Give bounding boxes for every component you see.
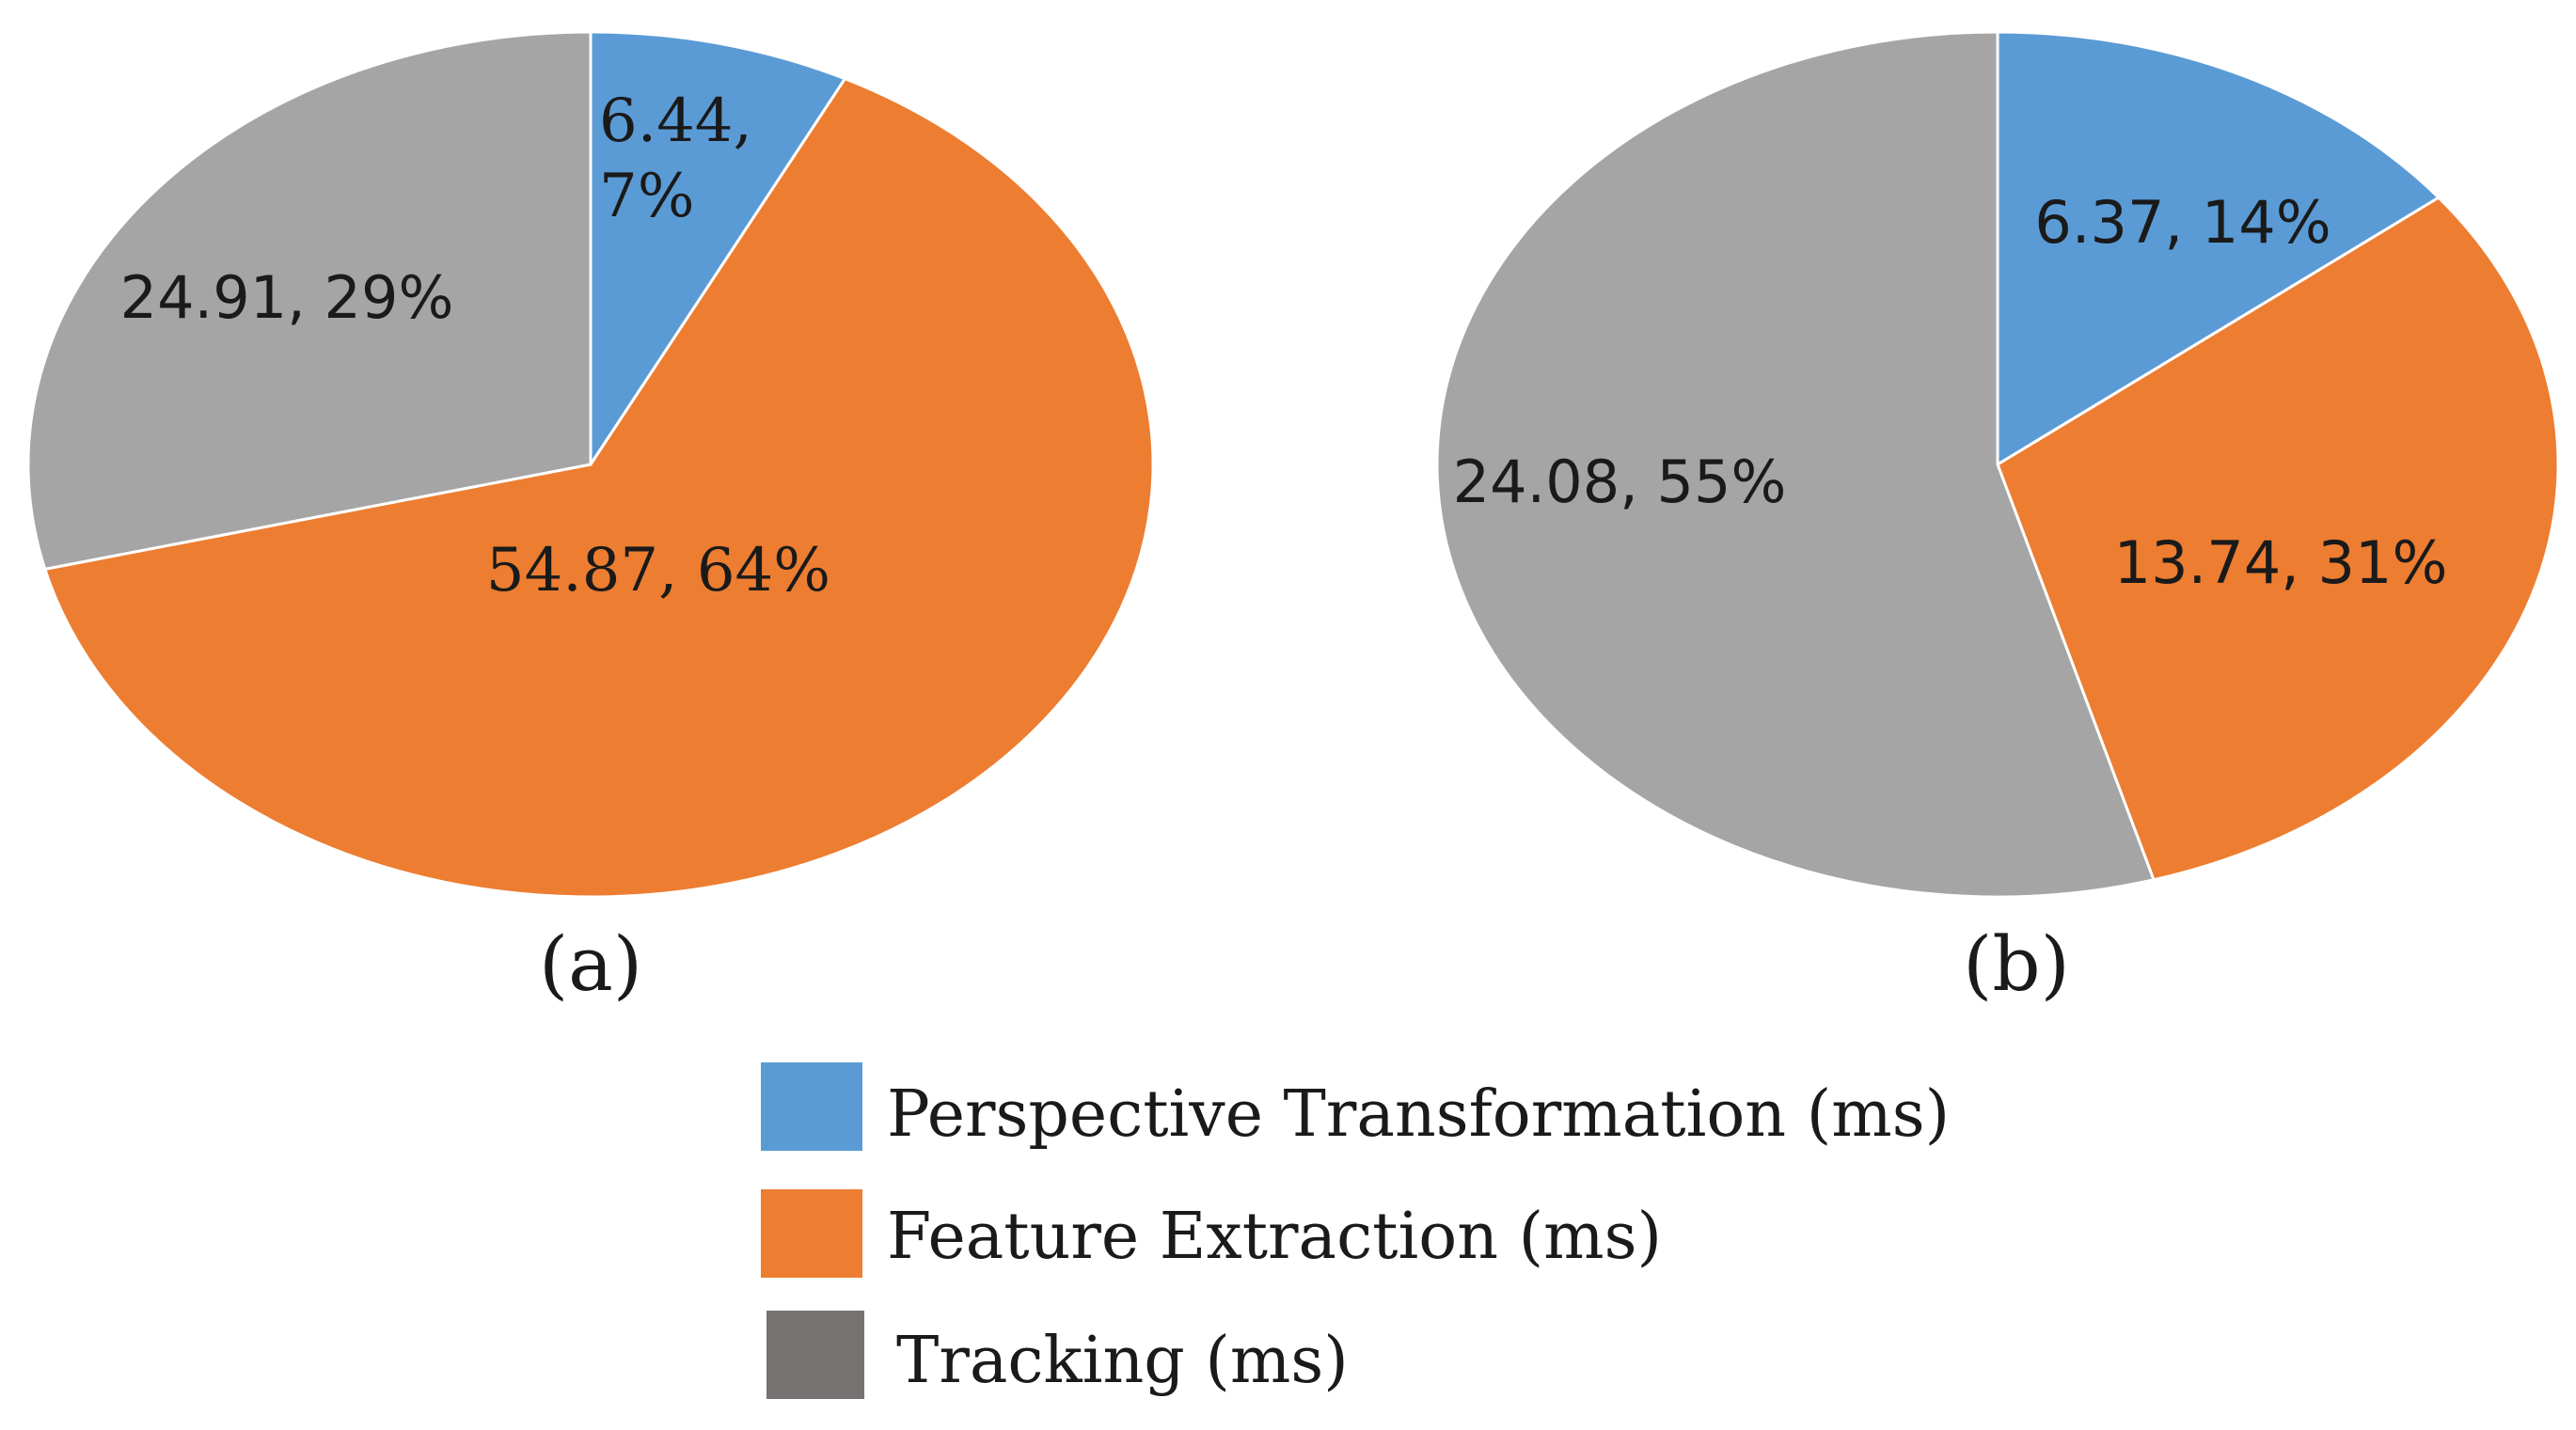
caption-a: (a) — [539, 920, 642, 1008]
pie-a-slice-feature — [42, 76, 1155, 899]
legend-swatch-feature — [761, 1189, 862, 1278]
pie-a-slice-perspective — [589, 30, 847, 470]
slice-label-line: 13.74, 31% — [2114, 528, 2448, 597]
pie-chart-b: 6.37, 14% 13.74, 31% 24.08, 55% — [1435, 30, 2560, 899]
pie-b-label-perspective: 6.37, 14% — [2034, 188, 2331, 257]
slice-label-line: 6.44, — [599, 86, 752, 156]
slice-label-line: 24.08, 55% — [1453, 448, 1787, 516]
legend-label-feature: Feature Extraction (ms) — [887, 1200, 1662, 1274]
pie-a-label-feature: 54.87, 64% — [486, 536, 830, 605]
pie-b-label-tracking: 24.08, 55% — [1453, 448, 1787, 516]
pie-chart-a: 6.44, 7% 54.87, 64% 24.91, 29% — [26, 30, 1155, 899]
pie-b-slice-feature — [1996, 196, 2560, 882]
pie-b-label-feature: 13.74, 31% — [2114, 528, 2448, 597]
legend-swatch-tracking — [766, 1311, 864, 1399]
legend-label-perspective: Perspective Transformation (ms) — [887, 1077, 1950, 1152]
pie-a-label-tracking: 24.91, 29% — [120, 263, 454, 332]
pie-a-label-perspective: 6.44, 7% — [599, 86, 752, 231]
pie-a-slice-tracking — [26, 30, 593, 572]
legend-label-tracking: Tracking (ms) — [896, 1324, 1349, 1398]
pie-b-slice-tracking — [1435, 30, 2157, 899]
caption-b: (b) — [1963, 920, 2070, 1008]
legend: Perspective Transformation (ms) Feature … — [761, 1062, 1950, 1399]
slice-label-line: 54.87, 64% — [486, 536, 830, 605]
pie-b-slice-perspective — [1996, 30, 2442, 467]
slice-label-line: 7% — [599, 162, 695, 231]
slice-label-line: 6.37, 14% — [2034, 188, 2331, 257]
slice-label-line: 24.91, 29% — [120, 263, 454, 332]
legend-swatch-perspective — [761, 1062, 862, 1151]
